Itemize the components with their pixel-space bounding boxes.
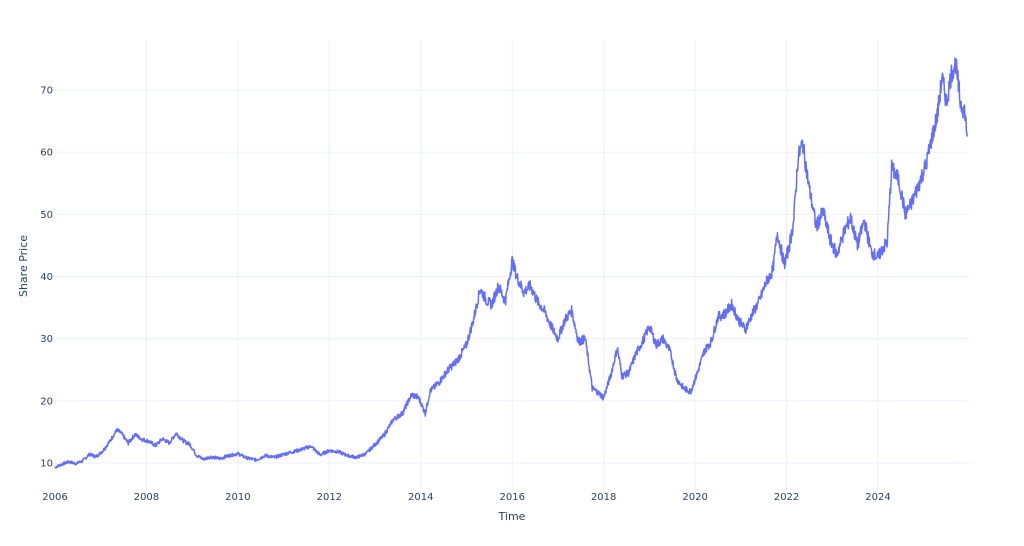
x-tick-label: 2020: [682, 492, 707, 503]
y-tick-label: 30: [40, 334, 53, 345]
y-tick-label: 70: [40, 86, 53, 97]
y-gridlines: [55, 89, 969, 464]
y-tick-label: 50: [40, 210, 53, 221]
y-axis-ticks: 10 20 30 40 50 60 70: [40, 86, 53, 470]
share-price-line: [54, 57, 968, 469]
x-tick-label: 2022: [774, 492, 799, 503]
x-tick-label: 2010: [225, 492, 250, 503]
x-tick-label: 2018: [591, 492, 616, 503]
x-tick-label: 2016: [499, 492, 524, 503]
x-tick-label: 2012: [317, 492, 342, 503]
x-tick-label: 2006: [42, 492, 67, 503]
x-tick-label: 2008: [134, 492, 159, 503]
x-tick-label: 2024: [865, 492, 890, 503]
y-tick-label: 40: [40, 272, 53, 283]
y-tick-label: 60: [40, 148, 53, 159]
x-tick-label: 2014: [408, 492, 433, 503]
y-tick-label: 20: [40, 396, 53, 407]
y-axis-title: Share Price: [17, 235, 30, 297]
y-tick-label: 10: [40, 459, 53, 470]
x-axis-title: Time: [498, 510, 526, 523]
x-axis-ticks: 2006 2008 2010 2012 2014 2016 2018 2020 2022 2024: [42, 492, 890, 503]
